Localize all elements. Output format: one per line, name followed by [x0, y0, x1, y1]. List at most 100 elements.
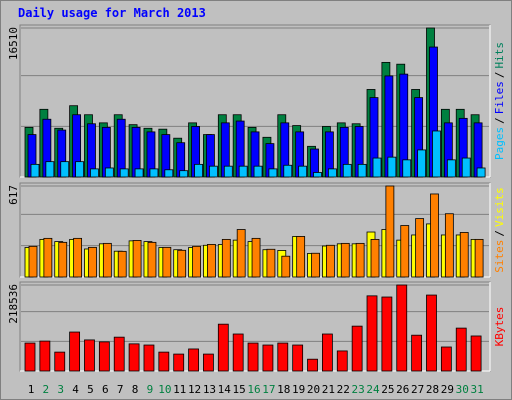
bar — [84, 339, 95, 372]
bar — [342, 163, 352, 178]
day-label: 26 — [396, 383, 409, 396]
bar — [283, 164, 293, 178]
legend-entry: Files — [493, 81, 506, 114]
bar — [164, 169, 174, 178]
bar — [396, 284, 408, 372]
bar — [75, 161, 85, 178]
bar — [221, 238, 231, 278]
bar — [134, 168, 144, 178]
day-label: 20 — [307, 383, 320, 396]
bar — [266, 248, 276, 278]
day-label: 29 — [441, 383, 454, 396]
bar — [251, 237, 261, 278]
day-label: 2 — [43, 383, 50, 396]
bar — [357, 163, 367, 178]
bar — [132, 240, 142, 278]
legend: KBytes — [493, 307, 506, 347]
bar — [98, 341, 110, 372]
bar — [143, 344, 155, 372]
bar — [128, 343, 140, 372]
bar — [30, 163, 40, 178]
legend-entry: Hits — [493, 42, 506, 69]
day-label: 10 — [158, 383, 171, 396]
day-label: 9 — [147, 383, 154, 396]
bar — [28, 245, 38, 278]
bar — [366, 295, 378, 372]
bar — [102, 242, 112, 278]
legend-entry: Sites — [493, 240, 506, 273]
day-label: 15 — [233, 383, 246, 396]
bar — [321, 333, 333, 372]
bar — [372, 157, 382, 178]
bar — [292, 344, 304, 372]
day-label: 4 — [72, 383, 79, 396]
bar — [90, 168, 99, 178]
bar — [430, 193, 439, 278]
bar — [461, 157, 471, 178]
bar — [238, 165, 248, 178]
bar — [179, 170, 189, 178]
day-label: 13 — [203, 383, 216, 396]
day-label: 23 — [352, 383, 365, 396]
day-label: 7 — [117, 383, 124, 396]
bar — [268, 168, 278, 178]
bar — [149, 168, 159, 178]
legend-entry: KBytes — [493, 307, 506, 347]
legend-entry: Visits — [493, 187, 506, 227]
bar — [387, 156, 397, 178]
bar — [455, 327, 467, 372]
bar — [311, 252, 320, 278]
bar — [45, 161, 55, 178]
day-label: 14 — [218, 383, 232, 396]
bar — [470, 335, 482, 372]
bar — [411, 334, 423, 372]
day-label: 12 — [188, 383, 201, 396]
bar — [446, 159, 456, 178]
bar — [162, 246, 172, 278]
bar — [223, 165, 233, 178]
bar — [262, 344, 274, 372]
day-label: 16 — [247, 383, 260, 396]
bar — [54, 351, 66, 372]
bar — [253, 165, 263, 178]
day-label: 17 — [262, 383, 275, 396]
bar — [476, 167, 486, 178]
bar — [370, 238, 380, 278]
bar — [203, 353, 214, 372]
bar — [402, 159, 412, 178]
legend-entry: Pages — [493, 127, 506, 160]
day-label: 5 — [87, 383, 94, 396]
legend: Pages / Files / Hits — [493, 42, 506, 160]
bar — [104, 167, 114, 178]
bar — [88, 246, 97, 278]
bar — [177, 249, 187, 278]
bar — [116, 118, 126, 178]
bar — [39, 340, 51, 372]
day-label: 22 — [337, 383, 350, 396]
bar — [474, 238, 484, 278]
y-max-label: 16510 — [7, 27, 20, 60]
bar — [325, 244, 335, 278]
bar — [432, 130, 441, 178]
bar — [277, 342, 289, 372]
bar — [313, 172, 322, 178]
bar — [415, 218, 425, 278]
day-label: 18 — [277, 383, 290, 396]
graph-title: Daily usage for March 2013 — [18, 6, 206, 20]
bar — [281, 255, 291, 278]
day-label: 1 — [28, 383, 35, 396]
bar — [192, 245, 201, 278]
bar — [43, 237, 53, 278]
bar — [194, 163, 203, 178]
bar — [236, 229, 246, 278]
day-label: 3 — [57, 383, 64, 396]
day-label: 27 — [411, 383, 424, 396]
bar — [426, 294, 437, 372]
y-max-label: 617 — [7, 185, 20, 205]
bar — [60, 161, 70, 178]
legend: Sites / Visits — [493, 187, 506, 273]
day-label: 24 — [366, 383, 380, 396]
bar — [307, 358, 318, 372]
bar — [444, 213, 454, 278]
